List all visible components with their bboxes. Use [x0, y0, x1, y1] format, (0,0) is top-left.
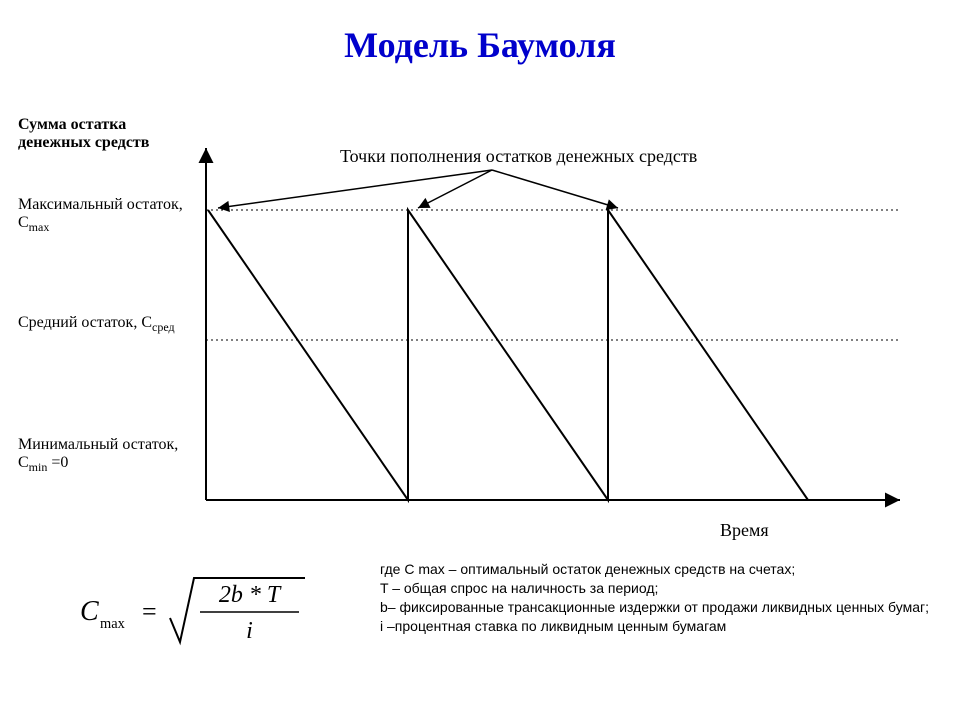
label-subscript: сред [152, 320, 175, 334]
label-subscript: max [29, 221, 50, 235]
legend-line: b– фиксированные трансакционные издержки… [380, 598, 940, 617]
legend-line: i –процентная ставка по ликвидным ценным… [380, 617, 940, 636]
legend-line: T – общая спрос на наличность за период; [380, 579, 940, 598]
svg-text:2b * T: 2b * T [219, 582, 282, 608]
label-subscript: min [29, 461, 48, 475]
y-label-min: Минимальный остаток, Сmin =0 [18, 436, 188, 475]
svg-text:C: C [80, 596, 99, 627]
y-axis-title: Сумма остатка денежных средств [18, 116, 168, 153]
formula: Cmax = 2b * T i [70, 560, 380, 660]
formula-legend: где С max – оптимальный остаток денежных… [380, 560, 940, 636]
svg-text:=: = [142, 597, 157, 626]
legend-line: где С max – оптимальный остаток денежных… [380, 560, 940, 579]
label-text: Средний остаток, С [18, 314, 152, 331]
y-label-max: Максимальный остаток, Сmax [18, 196, 188, 235]
svg-text:i: i [246, 618, 253, 644]
svg-text:max: max [100, 616, 126, 632]
y-label-avg: Средний остаток, Ссред [18, 314, 188, 335]
x-axis-label: Время [720, 520, 769, 541]
label-suffix: =0 [47, 454, 68, 471]
callout-text: Точки пополнения остатков денежных средс… [340, 146, 900, 167]
